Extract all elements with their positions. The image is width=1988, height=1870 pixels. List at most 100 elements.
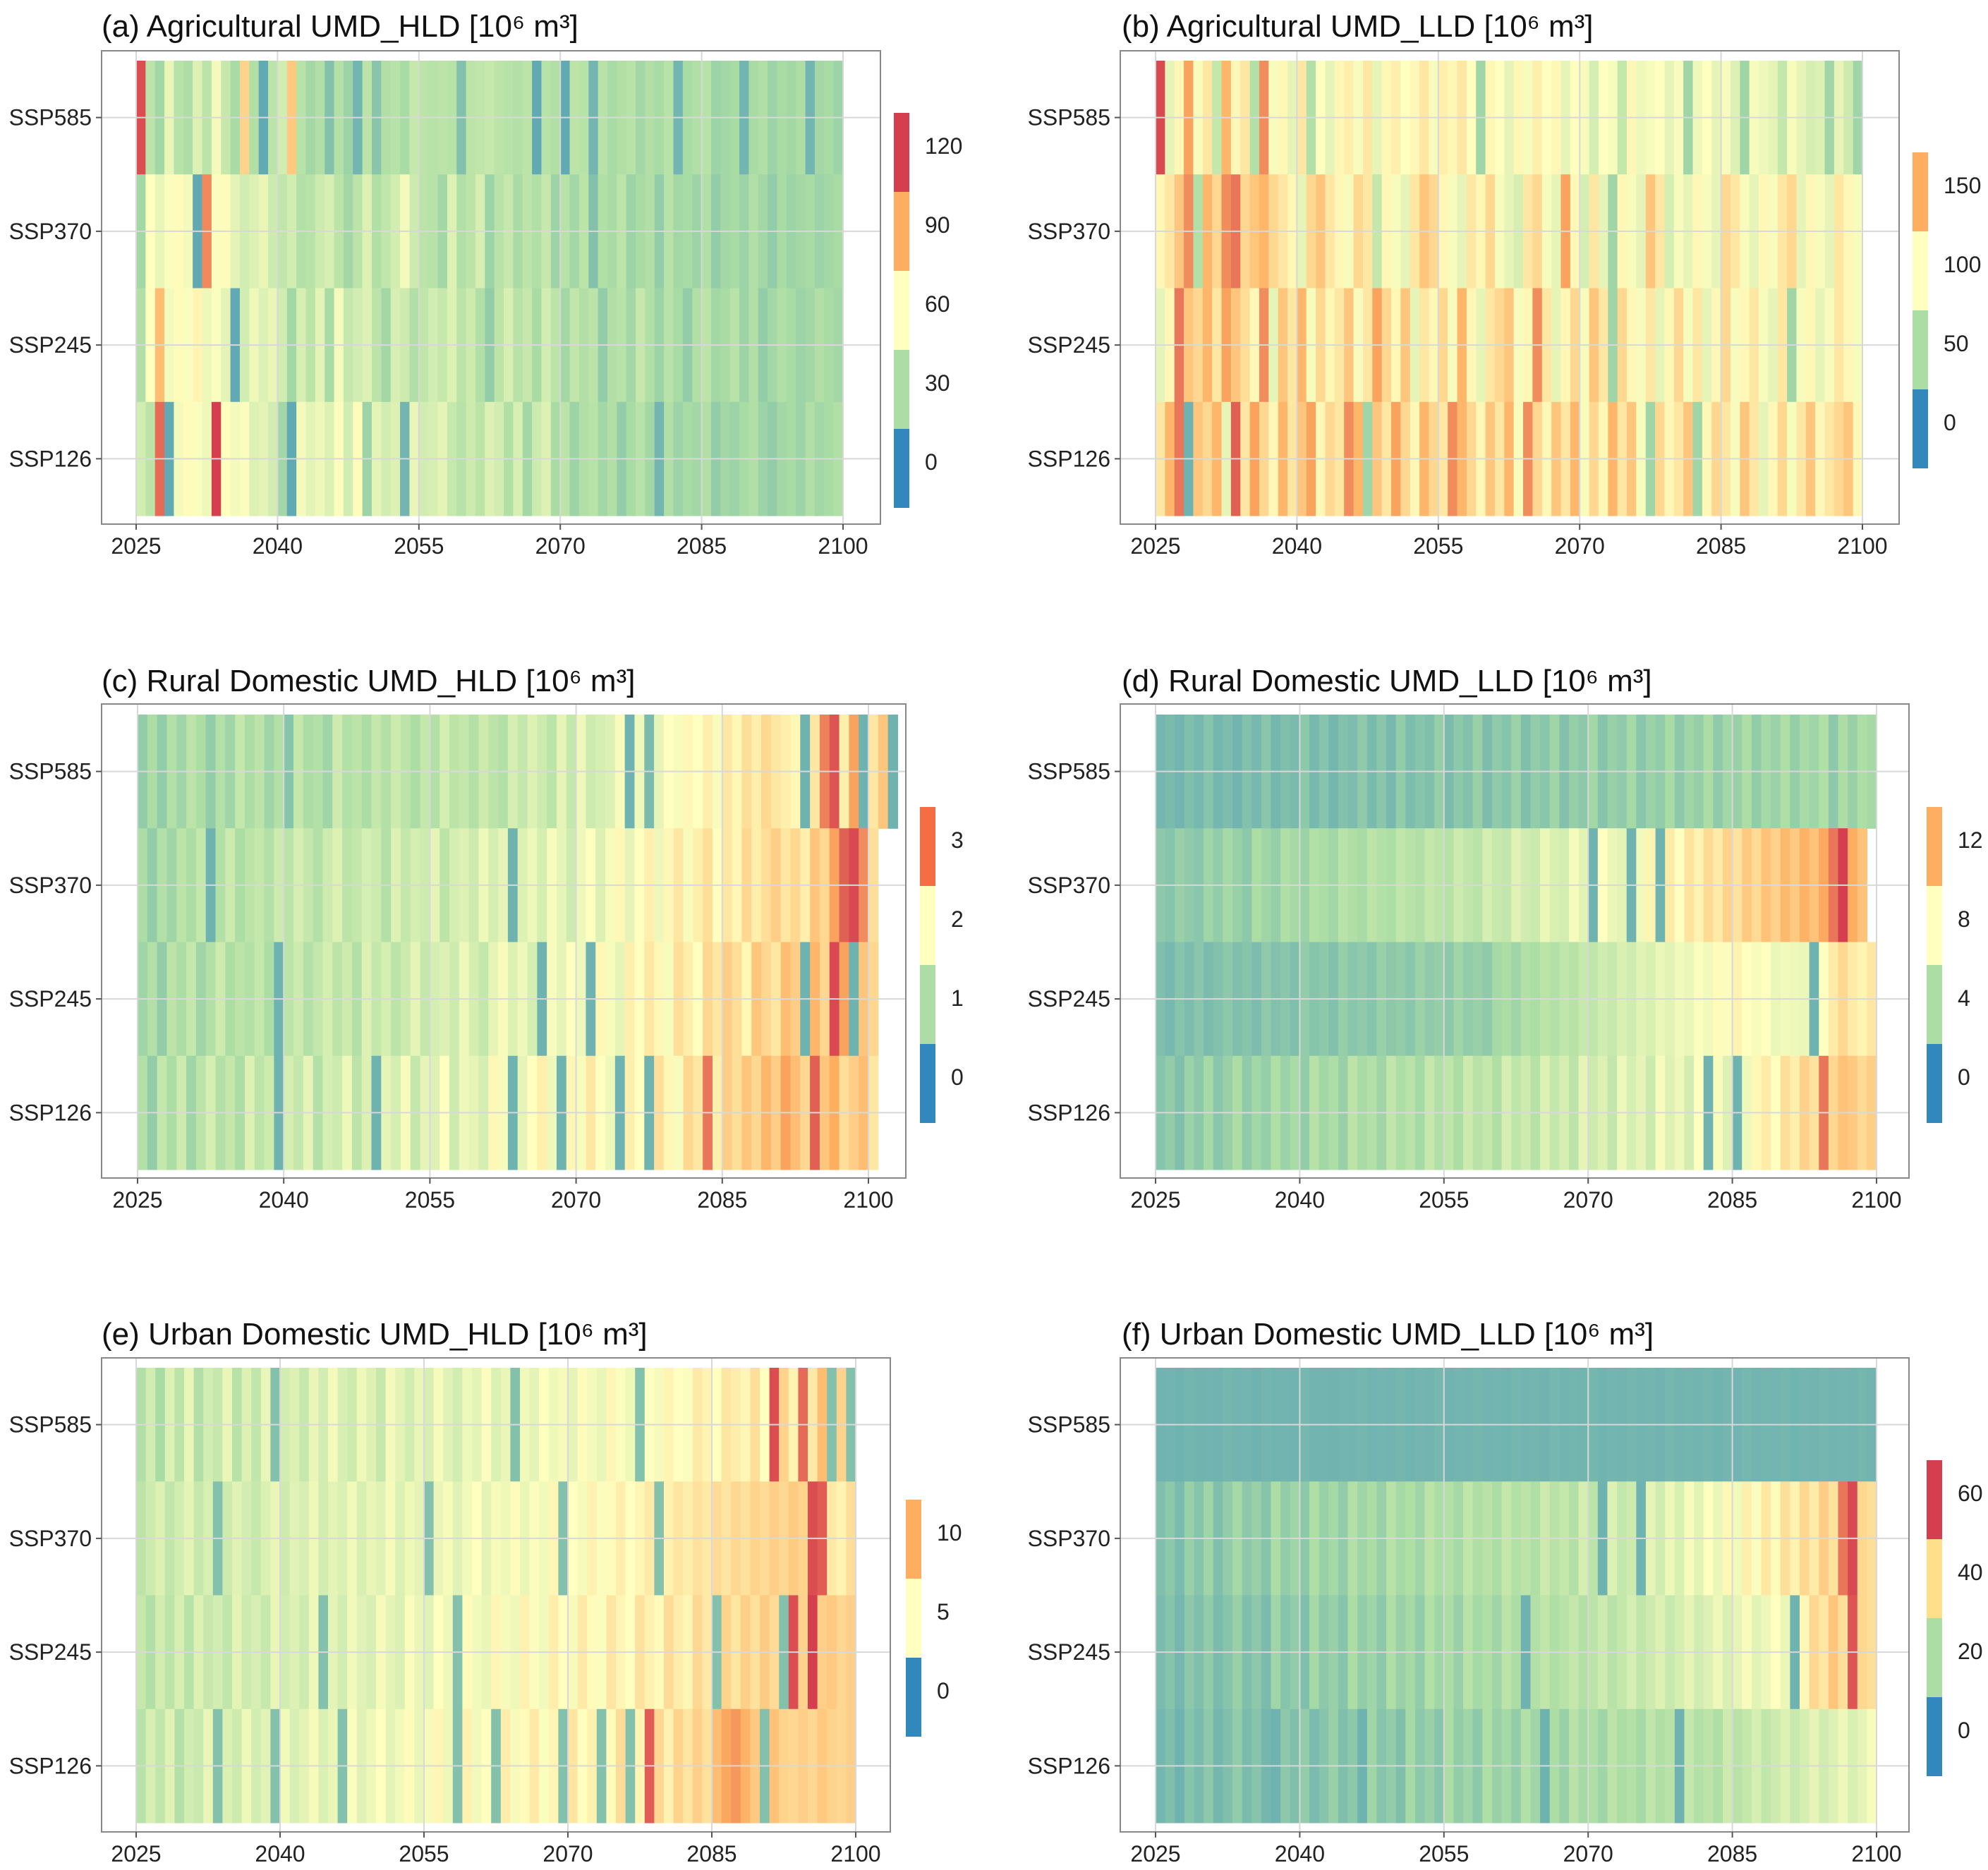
x-tick-label: 2025 [1130,1841,1180,1866]
panel-f-legend: 60 40 20 0 [1927,1460,1983,1776]
plot-frame [1120,1357,1910,1833]
x-tick-label: 2025 [111,533,161,559]
y-tick-label: SSP370 [1028,219,1110,244]
panel-d-heatmap [1156,715,1877,1170]
y-tick-label: SSP245 [9,986,92,1012]
plot-frame [101,50,881,525]
x-tick-label: 2055 [399,1841,449,1866]
legend-label: 120 [925,133,962,159]
panel-c-axes [102,704,906,1178]
legend-label: 5 [937,1599,950,1625]
panel-b-axes [1120,51,1899,524]
x-tick-label: 2040 [253,533,303,559]
legend-swatch [1927,1044,1942,1123]
legend-swatch [1913,231,1928,310]
legend-label: 0 [1958,1718,1970,1743]
y-tick-label: SSP245 [9,1639,92,1665]
panel-a-heatmap [136,61,844,516]
legend-swatch [1927,807,1942,886]
legend-label: 1 [951,985,964,1011]
x-tick-label: 2055 [1413,533,1463,559]
panel-c: (c) Rural Domestic UMD_HLD [10⁶ m³] 3210… [9,664,964,1213]
y-tick-label: SSP245 [1028,1639,1110,1665]
y-tick-label: SSP370 [9,219,92,244]
x-tick-label: 2040 [1275,1187,1325,1213]
legend-swatch [920,965,935,1044]
y-tick-label: SSP585 [1028,759,1110,784]
panel-a-axes [102,51,880,524]
legend-swatch [1927,1460,1942,1539]
x-tick-label: 2040 [1272,533,1322,559]
panel-d: (d) Rural Domestic UMD_LLD [10⁶ m³] 12 8 4… [1028,664,1983,1213]
panel-c-legend: 3 2 1 0 [920,807,964,1123]
panel-d-legend: 12 8 4 0 [1927,807,1983,1123]
panel-f-title: (f) Urban Domestic UMD_LLD [10⁶ m³] [1122,1317,1654,1352]
y-tick-label: SSP126 [1028,446,1110,471]
x-tick-label: 2055 [405,1187,455,1213]
plot-frame [101,703,907,1179]
legend-label: 40 [1958,1560,1983,1585]
legend-label: 4 [1958,985,1970,1011]
legend-label: 90 [925,212,950,238]
y-tick-label: SSP585 [1028,105,1110,130]
legend-swatch [906,1579,921,1658]
panel-e-heatmap [136,1368,856,1823]
panel-d-axes [1120,704,1909,1178]
panel-a-legend: 120 90 60 30 0 [894,113,962,508]
x-tick-label: 2100 [1851,1841,1901,1866]
x-tick-label: 2100 [1837,533,1887,559]
legend-swatch [1913,310,1928,389]
legend-label: 20 [1958,1639,1983,1664]
legend-label: 60 [1958,1481,1983,1506]
x-tick-label: 2040 [1275,1841,1325,1866]
panel-c-heatmap [138,715,899,1170]
x-tick-label: 2085 [1707,1187,1757,1213]
x-tick-label: 2070 [551,1187,601,1213]
panel-e-title: (e) Urban Domestic UMD_HLD [10⁶ m³] [102,1317,648,1352]
x-tick-label: 2085 [686,1841,737,1866]
y-tick-label: SSP126 [9,1100,92,1125]
legend-label: 0 [951,1064,964,1090]
legend-swatch [906,1500,921,1579]
panel-b-title: (b) Agricultural UMD_LLD [10⁶ m³] [1122,9,1594,44]
y-tick-label: SSP585 [9,759,92,784]
legend-label: 0 [925,449,938,475]
legend-swatch [894,113,909,192]
plot-frame [1120,703,1910,1179]
panel-e-legend: 10 5 0 [906,1500,962,1737]
panel-a-title: (a) Agricultural UMD_HLD [10⁶ m³] [102,9,578,44]
legend-swatch [920,886,935,965]
legend-label: 8 [1958,906,1970,932]
panel-d-title: (d) Rural Domestic UMD_LLD [10⁶ m³] [1122,664,1652,698]
legend-label: 10 [937,1520,962,1546]
x-tick-label: 2025 [111,1841,161,1866]
y-tick-label: SSP126 [9,1753,92,1778]
y-tick-label: SSP370 [9,873,92,898]
legend-swatch [894,350,909,429]
x-tick-label: 2070 [1563,1841,1613,1866]
legend-label: 12 [1958,827,1983,853]
panel-b-heatmap [1156,61,1863,516]
legend-swatch [906,1658,921,1737]
y-tick-label: SSP126 [1028,1100,1110,1125]
x-tick-label: 2025 [1130,533,1180,559]
legend-label: 30 [925,370,950,396]
plot-frame [101,1357,891,1833]
x-tick-label: 2100 [843,1187,893,1213]
legend-label: 60 [925,291,950,317]
y-tick-label: SSP245 [9,332,92,358]
legend-swatch [920,1044,935,1123]
legend-label: 0 [1958,1064,1970,1090]
x-tick-label: 2085 [1707,1841,1757,1866]
y-tick-label: SSP370 [1028,1526,1110,1551]
legend-label: 100 [1944,252,1981,277]
x-tick-label: 2070 [1555,533,1605,559]
x-tick-label: 2055 [1419,1841,1469,1866]
x-tick-label: 2100 [818,533,868,559]
legend-swatch [894,271,909,350]
y-tick-label: SSP245 [1028,986,1110,1012]
panel-f-heatmap [1156,1368,1877,1823]
panel-e: (e) Urban Domestic UMD_HLD [10⁶ m³] 10 5 0… [9,1317,962,1866]
x-tick-label: 2070 [535,533,586,559]
